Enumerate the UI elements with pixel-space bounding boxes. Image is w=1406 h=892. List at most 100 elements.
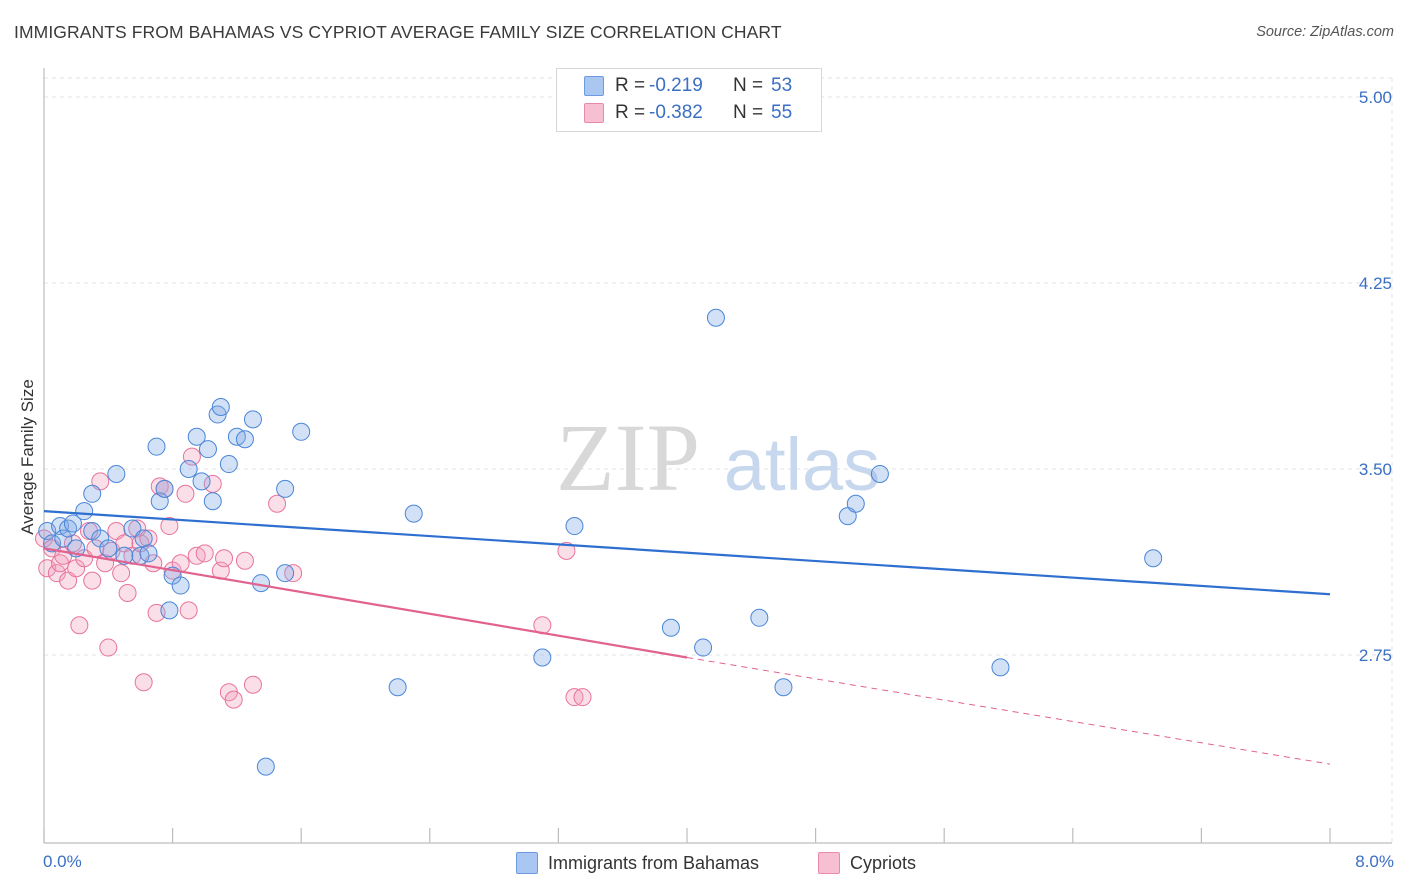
bahamas-point — [256, 757, 275, 776]
bahamas-point — [533, 648, 552, 667]
cypriot-point — [224, 690, 243, 709]
bahamas-point — [99, 539, 118, 558]
bahamas-point — [179, 460, 198, 478]
cypriot-point — [134, 673, 153, 692]
series-legend: Immigrants from Bahamas Cypriots — [0, 852, 1406, 878]
bahamas-point — [846, 494, 865, 513]
bahamas-point — [107, 464, 126, 483]
bahamas-point — [63, 514, 82, 533]
cypriot-trendline-extension — [686, 656, 1331, 765]
r-label: R = — [615, 102, 646, 123]
r-value: -0.382 — [649, 102, 703, 123]
bahamas-point — [115, 546, 134, 565]
cypriot-trendline — [43, 547, 688, 659]
chart-title: IMMIGRANTS FROM BAHAMAS VS CYPRIOT AVERA… — [14, 22, 782, 42]
bahamas-point — [219, 455, 238, 474]
y-tick-label: 3.50 — [1359, 460, 1392, 479]
bahamas-point — [54, 529, 73, 548]
cypriot-point — [150, 477, 169, 496]
bahamas-point — [750, 608, 769, 627]
bahamas-point — [123, 519, 142, 538]
data-points — [35, 308, 1163, 776]
cypriot-point — [179, 601, 198, 620]
r-value: -0.219 — [649, 75, 703, 96]
x-tick-max: 8.0% — [1355, 852, 1394, 871]
bahamas-trendline — [43, 510, 1331, 596]
cypriot-point — [43, 539, 62, 558]
legend-label: Cypriots — [850, 852, 917, 873]
bahamas-point — [43, 534, 62, 553]
cypriot-point — [268, 494, 287, 513]
x-tick-min: 0.0% — [43, 852, 82, 871]
legend-swatch-blue — [516, 852, 538, 874]
legend-item-cypriots[interactable]: Cypriots — [818, 852, 916, 874]
bahamas-point — [155, 479, 174, 498]
legend-label: Immigrants from Bahamas — [548, 852, 760, 873]
cypriot-point — [128, 519, 147, 538]
bahamas-point — [243, 410, 262, 429]
stats-row-cypriots: R = -0.382 N = 55 — [557, 100, 821, 126]
r-label: R = — [615, 75, 646, 96]
stats-legend: R = -0.219 N = 53 R = -0.382 N = 55 — [556, 68, 822, 132]
bahamas-point — [661, 618, 680, 637]
bahamas-point — [694, 638, 713, 657]
bahamas-point — [83, 484, 102, 503]
cypriot-point — [573, 688, 592, 707]
legend-swatch-blue — [584, 76, 604, 96]
axes — [43, 68, 1392, 844]
cypriot-point — [47, 564, 66, 583]
bahamas-point — [706, 308, 725, 327]
cypriot-point — [243, 675, 262, 694]
bahamas-point — [59, 519, 78, 538]
bahamas-point — [388, 678, 407, 697]
y-tick-label: 2.75 — [1359, 646, 1392, 665]
bahamas-point — [276, 479, 295, 498]
y-tick-labels: 5.00 4.25 3.50 2.75 — [1359, 88, 1392, 665]
bahamas-point — [211, 398, 230, 416]
bahamas-point — [192, 472, 211, 491]
stats-row-bahamas: R = -0.219 N = 53 — [557, 73, 821, 99]
bahamas-point — [565, 517, 584, 536]
y-tick-label: 5.00 — [1359, 88, 1392, 107]
bahamas-point — [991, 658, 1010, 677]
y-tick-label: 4.25 — [1359, 274, 1392, 293]
bahamas-point — [139, 544, 158, 563]
cypriot-point — [176, 484, 195, 503]
cypriot-point — [235, 551, 254, 570]
cypriot-point — [63, 534, 82, 553]
bahamas-point — [292, 422, 311, 441]
bahamas-point — [75, 502, 94, 521]
bahamas-point — [198, 440, 217, 459]
legend-item-bahamas[interactable]: Immigrants from Bahamas — [516, 852, 759, 874]
bahamas-point — [187, 427, 206, 446]
n-label: N = — [733, 102, 764, 123]
cypriot-point — [83, 571, 102, 590]
watermark: ZIP atlas — [556, 404, 880, 511]
cypriot-point — [195, 544, 214, 563]
gridlines — [44, 77, 1393, 843]
bahamas-point — [134, 529, 153, 548]
source-note: Source: ZipAtlas.com — [1256, 24, 1394, 40]
bahamas-point — [203, 492, 222, 511]
bahamas-point — [147, 437, 166, 456]
bahamas-point — [774, 678, 793, 697]
n-label: N = — [733, 75, 764, 96]
cypriot-point — [215, 549, 234, 568]
legend-swatch-pink — [584, 103, 604, 123]
cypriot-point — [112, 564, 131, 583]
trendlines — [43, 510, 1331, 765]
cypriot-point — [557, 541, 576, 560]
n-value: 53 — [771, 75, 793, 96]
bahamas-point — [404, 504, 423, 523]
bahamas-point — [235, 430, 254, 449]
cypriot-point — [99, 638, 118, 657]
n-value: 55 — [771, 102, 793, 123]
legend-swatch-pink — [818, 852, 840, 874]
cypriot-point — [118, 584, 137, 602]
bahamas-point — [276, 564, 295, 583]
watermark-atlas: atlas — [724, 423, 880, 506]
bahamas-point — [1144, 549, 1163, 568]
cypriot-point — [160, 517, 179, 536]
watermark-zip: ZIP — [556, 404, 700, 511]
